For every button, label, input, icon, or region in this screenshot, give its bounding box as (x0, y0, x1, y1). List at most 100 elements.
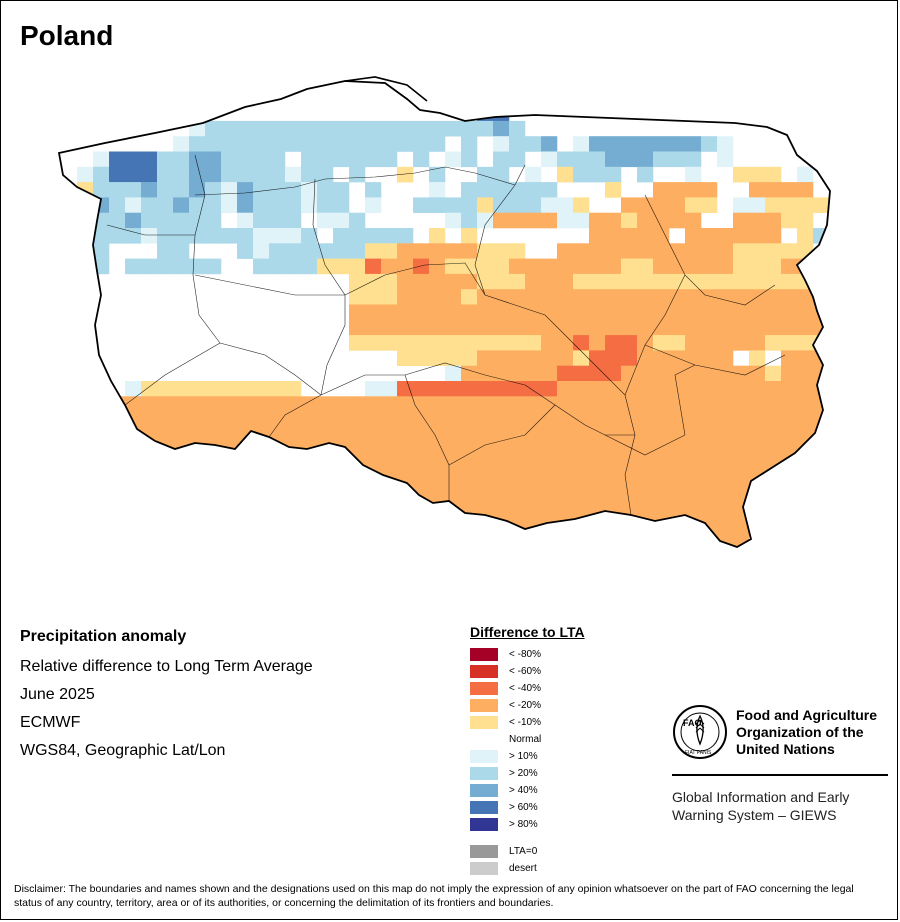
border-line (644, 194, 776, 306)
grid-cell (509, 335, 526, 351)
grid-cell (525, 396, 542, 412)
grid-cell (333, 228, 350, 244)
grid-cell (237, 488, 254, 504)
grid-cell (125, 197, 142, 213)
grid-cell (301, 197, 318, 213)
grid-cell (93, 182, 110, 198)
grid-cell (285, 182, 302, 198)
grid-cell (637, 442, 654, 458)
grid-cell (301, 166, 318, 183)
grid-cell (173, 228, 190, 244)
grid-cell (765, 426, 782, 443)
legend-label: Normal (509, 734, 542, 745)
grid-cell (317, 136, 334, 152)
grid-cell (653, 197, 670, 213)
grid-cell (765, 182, 782, 198)
grid-cell (445, 120, 462, 137)
grid-cell (749, 442, 766, 458)
grid-cell (461, 381, 478, 397)
grid-cell (525, 365, 542, 382)
grid-cell (157, 182, 174, 198)
grid-cell (125, 518, 142, 535)
grid-cell (589, 457, 606, 474)
grid-cell (493, 503, 510, 519)
grid-cell (701, 335, 718, 351)
grid-cell (557, 549, 573, 550)
grid-cell (429, 166, 446, 183)
grid-cell (781, 426, 798, 443)
grid-cell (621, 518, 638, 535)
grid-cell (237, 503, 254, 519)
grid-cell (541, 457, 558, 474)
grid-cell (157, 472, 174, 489)
grid-cell (509, 212, 526, 229)
grid-cell (541, 197, 558, 213)
grid-cell (253, 136, 270, 152)
grid-cell (189, 151, 206, 168)
grid-cell (749, 411, 766, 428)
grid-cell (717, 136, 734, 152)
grid-cell (461, 549, 477, 550)
grid-cell (301, 488, 318, 504)
grid-cell (205, 151, 222, 168)
grid-cell (381, 534, 398, 547)
grid-cell (317, 166, 334, 183)
grid-cell (557, 457, 574, 474)
grid-cell (749, 197, 766, 213)
grid-cell (301, 518, 318, 535)
grid-cell (701, 258, 718, 275)
grid-cell (349, 304, 366, 321)
grid-cell (365, 335, 382, 351)
legend-swatch (470, 682, 498, 695)
grid-cell (125, 212, 142, 229)
grid-cell (509, 411, 526, 428)
grid-cell (477, 197, 494, 213)
grid-cell (269, 488, 286, 504)
grid-cell (349, 534, 366, 547)
grid-cell (141, 166, 158, 183)
grid-cell (621, 319, 638, 336)
grid-cell (589, 488, 606, 504)
grid-cell (253, 457, 270, 474)
grid-cell (637, 426, 654, 443)
grid-cell (621, 228, 638, 244)
grid-cell (733, 396, 750, 412)
grid-cell (525, 166, 542, 183)
grid-cell (701, 457, 718, 474)
grid-cell (381, 381, 398, 397)
border-line (524, 384, 635, 436)
grid-cell (621, 442, 638, 458)
grid-cell (525, 457, 542, 474)
grid-cell (701, 228, 718, 244)
grid-cell (637, 212, 654, 229)
grid-cell (669, 411, 686, 428)
grid-cell (829, 488, 830, 504)
grid-cell (541, 304, 558, 321)
grid-cell (525, 289, 542, 305)
grid-cell (573, 503, 590, 519)
grid-cell (205, 120, 222, 137)
grid-cell (157, 212, 174, 229)
grid-cell (493, 304, 510, 321)
grid-cell (141, 396, 158, 412)
grid-cell (637, 335, 654, 351)
grid-cell (253, 228, 270, 244)
grid-cell (509, 381, 526, 397)
grid-cell (397, 258, 414, 275)
grid-cell (413, 472, 430, 489)
country-outline (57, 76, 831, 548)
grid-cell (589, 258, 606, 275)
border-line (106, 224, 195, 236)
grid-cell (525, 258, 542, 275)
grid-cell (557, 472, 574, 489)
grid-cell (269, 534, 286, 547)
legend-swatch (470, 699, 498, 712)
grid-cell (669, 549, 685, 550)
grid-cell (285, 228, 302, 244)
grid-cell (477, 182, 494, 198)
grid-cell (797, 411, 814, 428)
grid-cell (557, 442, 574, 458)
grid-cell (397, 304, 414, 321)
grid-cell (493, 549, 509, 550)
grid-cell (285, 396, 302, 412)
